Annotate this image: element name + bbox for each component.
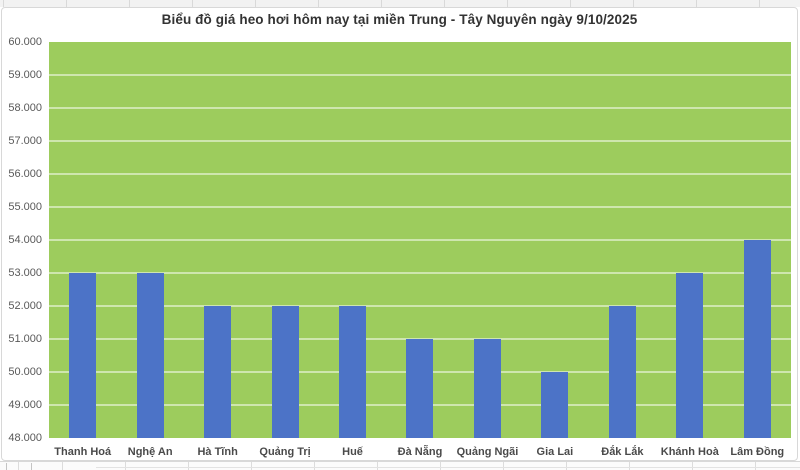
- gridline: [49, 305, 791, 307]
- category-label: Huế: [342, 446, 363, 458]
- y-tick-label: 51.000: [8, 333, 42, 345]
- gridline: [49, 272, 791, 274]
- y-tick-label: 60.000: [8, 36, 42, 48]
- bar-Đà Nẵng[interactable]: [406, 339, 434, 438]
- bar-Lâm Đồng[interactable]: [743, 240, 771, 438]
- bar-slot: [49, 42, 116, 438]
- category-label: Đà Nẵng: [397, 446, 443, 458]
- y-tick-label: 50.000: [8, 366, 42, 378]
- bar-series: [49, 42, 791, 438]
- spreadsheet-row-below: [0, 461, 800, 470]
- category-label: Đắk Lắk: [601, 446, 644, 458]
- chart-title: Biểu đồ giá heo hơi hôm nay tại miền Tru…: [161, 12, 638, 27]
- gridline: [49, 74, 791, 76]
- gridline: [49, 107, 791, 109]
- bar-Khánh Hoà[interactable]: [676, 273, 704, 438]
- category-label: Lâm Đồng: [730, 446, 785, 458]
- spreadsheet-row-above: [0, 0, 800, 7]
- category-label: Khánh Hoà: [660, 446, 719, 458]
- spreadsheet-cell-stub: [6, 463, 32, 470]
- category-label: Thanh Hoá: [54, 446, 112, 458]
- plot-area: [49, 42, 791, 438]
- bar-Quảng Trị[interactable]: [271, 306, 299, 438]
- y-axis: 60.000 59.000 58.000 57.000 56.000 55.000 54.0…: [2, 36, 42, 444]
- bar-Quảng Ngãi[interactable]: [473, 339, 501, 438]
- gridline: [49, 140, 791, 142]
- bar-slot: [521, 42, 588, 438]
- y-tick-label: 53.000: [8, 267, 42, 279]
- gridline: [49, 173, 791, 175]
- category-label: Nghệ An: [127, 446, 173, 458]
- bar-slot: [319, 42, 386, 438]
- chart-object[interactable]: Biểu đồ giá heo hơi hôm nay tại miền Tru…: [1, 7, 798, 461]
- bar-slot: [116, 42, 183, 438]
- gridline: [49, 239, 791, 241]
- category-label: Quảng Ngãi: [456, 446, 519, 458]
- bar-slot: [656, 42, 723, 438]
- bar-slot: [184, 42, 251, 438]
- y-tick-label: 55.000: [8, 201, 42, 213]
- y-tick-label: 59.000: [8, 69, 42, 81]
- bar-Đắk Lắk[interactable]: [608, 306, 636, 438]
- y-tick-label: 56.000: [8, 168, 42, 180]
- gridline: [49, 206, 791, 208]
- y-tick-label: 49.000: [8, 399, 42, 411]
- bar-slot: [386, 42, 453, 438]
- bar-slot: [251, 42, 318, 438]
- y-tick-label: 54.000: [8, 234, 42, 246]
- bar-Huế[interactable]: [339, 306, 367, 438]
- bar-Thanh Hoá[interactable]: [69, 273, 97, 438]
- category-label: Quảng Trị: [259, 446, 311, 458]
- y-tick-label: 52.000: [8, 300, 42, 312]
- bar-slot: [454, 42, 521, 438]
- bar-slot: [724, 42, 791, 438]
- bar-Nghệ An[interactable]: [136, 273, 164, 438]
- y-tick-label: 58.000: [8, 102, 42, 114]
- y-tick-label: 48.000: [8, 432, 42, 444]
- x-axis: Thanh Hoá Nghệ An Hà Tĩnh Quảng Trị Huế Đà Nẵ…: [49, 444, 791, 460]
- spreadsheet-row-gridline: [96, 467, 800, 468]
- category-label: Hà Tĩnh: [197, 446, 238, 458]
- bar-Gia Lai[interactable]: [541, 372, 569, 438]
- bar-slot: [589, 42, 656, 438]
- bar-Hà Tĩnh[interactable]: [204, 306, 232, 438]
- category-label: Gia Lai: [536, 446, 574, 458]
- y-tick-label: 57.000: [8, 135, 42, 147]
